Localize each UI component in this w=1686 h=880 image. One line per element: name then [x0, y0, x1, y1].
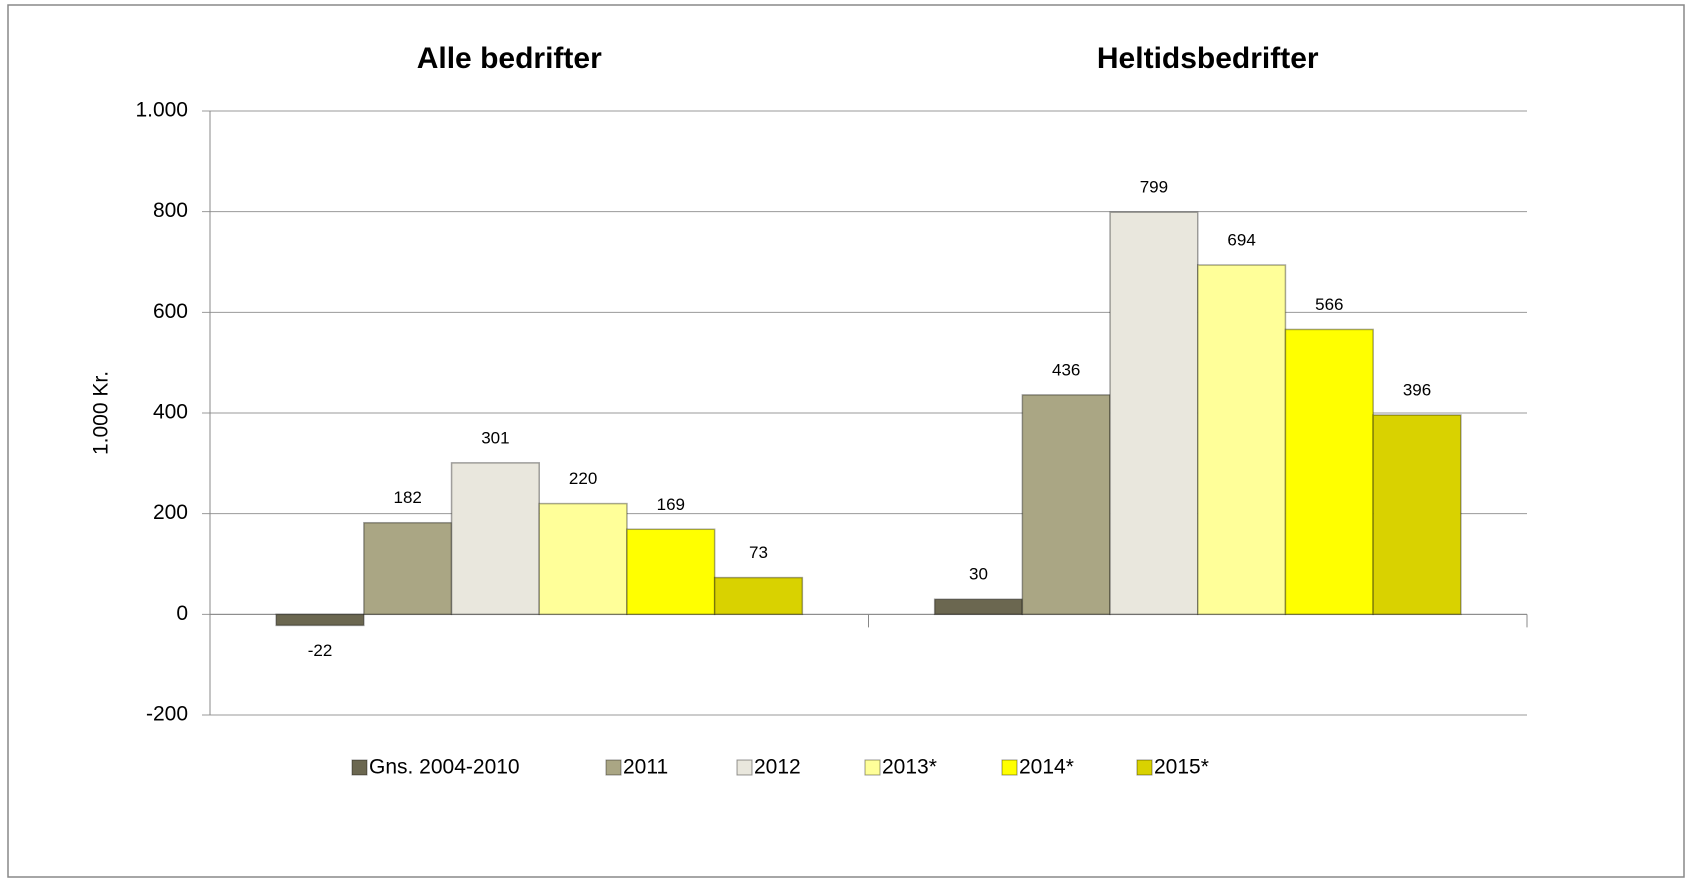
value-label: 182 — [394, 488, 422, 507]
value-label: 799 — [1140, 178, 1168, 197]
value-label: 436 — [1052, 360, 1080, 379]
y-tick-label: 400 — [153, 401, 188, 424]
value-label: 220 — [569, 469, 597, 488]
value-label: 169 — [657, 495, 685, 514]
legend-label: 2014* — [1019, 756, 1074, 779]
legend-label: 2012 — [754, 756, 801, 779]
legend-label: 2015* — [1154, 756, 1209, 779]
y-axis-label: 1.000 Kr. — [90, 371, 113, 455]
bar — [626, 528, 716, 616]
value-label: 30 — [969, 565, 988, 584]
y-tick-label: 1.000 — [135, 99, 188, 122]
legend-label: Gns. 2004-2010 — [369, 756, 520, 779]
bar — [933, 598, 1024, 616]
bar — [1021, 394, 1111, 616]
y-tick-label: -200 — [146, 703, 188, 726]
bar — [1284, 328, 1374, 616]
category-label: Alle bedrifter — [417, 42, 602, 75]
bar — [1372, 414, 1462, 616]
y-tick-label: 800 — [153, 199, 188, 222]
legend-swatch — [351, 759, 368, 776]
bar — [538, 502, 628, 616]
value-label: 566 — [1315, 295, 1343, 314]
legend-label: 2013* — [882, 756, 937, 779]
legend-swatch — [864, 759, 881, 776]
legend-swatch — [736, 759, 753, 776]
bar — [275, 613, 365, 627]
y-tick-label: 600 — [153, 300, 188, 323]
chart-border — [7, 4, 1685, 878]
legend-swatch — [1136, 759, 1153, 776]
y-tick-label: 200 — [153, 501, 188, 524]
legend-swatch — [605, 759, 622, 776]
y-tick-label: 0 — [176, 602, 188, 625]
category-label: Heltidsbedrifter — [1097, 42, 1319, 75]
value-label: -22 — [308, 641, 333, 660]
bar — [1197, 264, 1287, 616]
bar — [713, 576, 804, 616]
legend-label: 2011 — [623, 756, 668, 779]
bar — [363, 521, 453, 616]
bar — [1109, 211, 1199, 616]
legend-swatch — [1001, 759, 1018, 776]
value-label: 301 — [481, 428, 509, 447]
value-label: 73 — [749, 543, 768, 562]
bar — [450, 462, 540, 616]
value-label: 694 — [1227, 231, 1255, 250]
value-label: 396 — [1403, 380, 1431, 399]
